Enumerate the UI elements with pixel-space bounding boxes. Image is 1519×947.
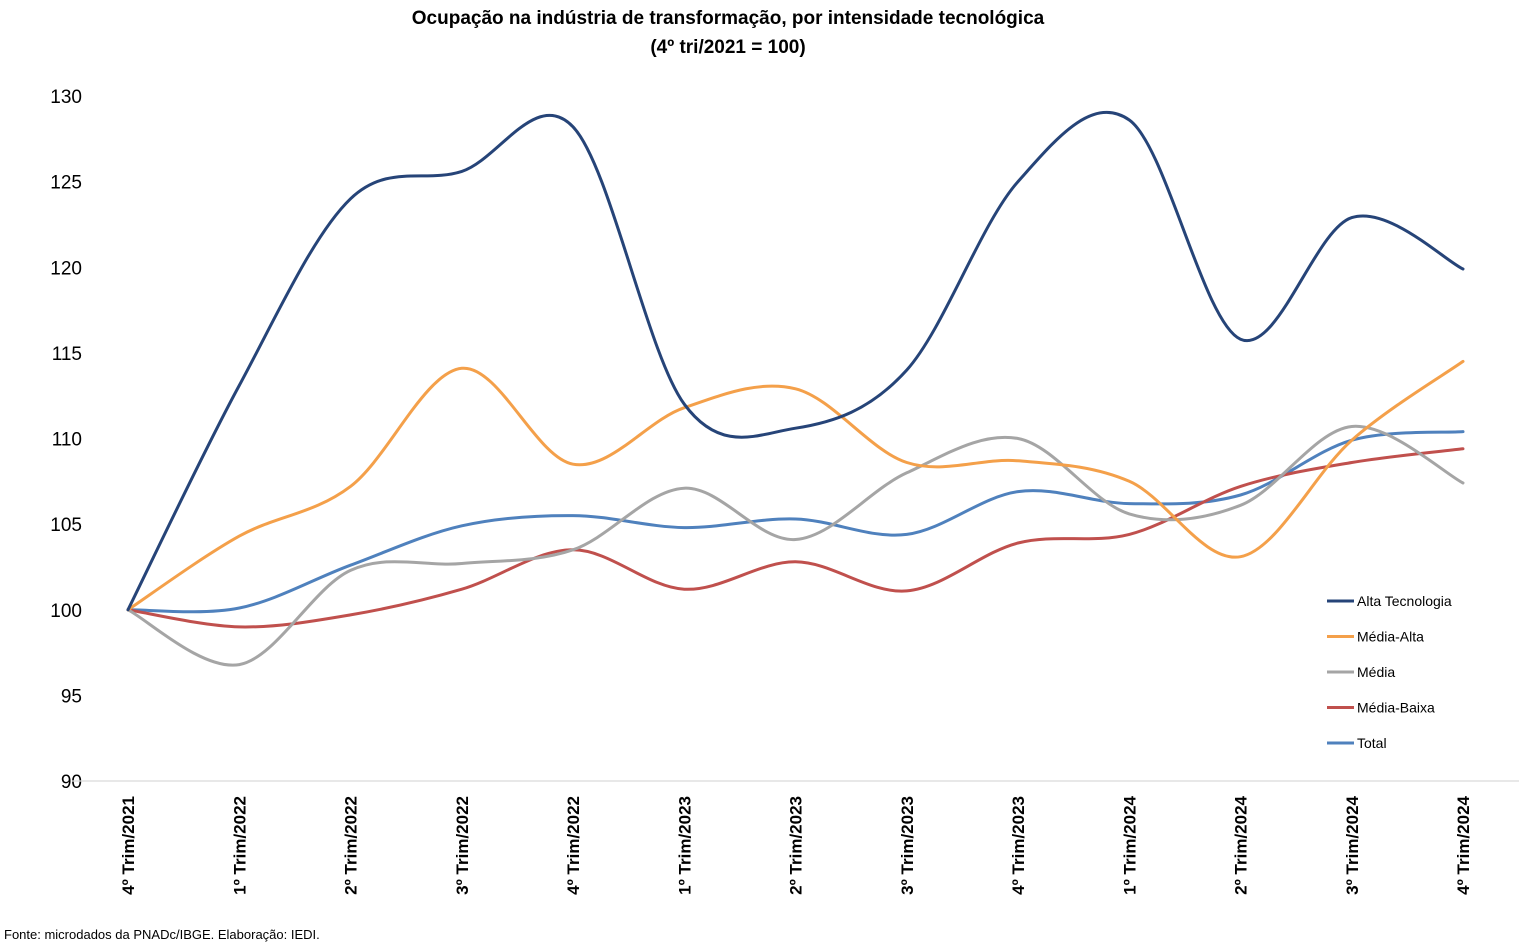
x-axis-tick-labels: 4º Trim/2021 1º Trim/2022 2º Trim/2022 3º T…: [119, 795, 1473, 894]
y-tick-label: 125: [50, 173, 82, 194]
legend-label: Total: [1357, 735, 1387, 751]
series-line-m-dia-baixa: [126, 447, 1465, 629]
y-tick-label: 100: [50, 601, 82, 622]
y-tick-label: 95: [61, 686, 82, 707]
x-tick-label: 4º Trim/2024: [1454, 795, 1473, 894]
legend-label: Média-Alta: [1357, 629, 1424, 645]
series-line-alta-tecnologia: [126, 110, 1465, 612]
legend-label: Média: [1357, 664, 1395, 680]
chart-title: Ocupação na indústria de transformação, …: [412, 8, 1045, 29]
y-tick-label: 105: [50, 515, 82, 536]
x-tick-label: 3º Trim/2022: [453, 796, 472, 895]
x-tick-label: 3º Trim/2024: [1343, 795, 1362, 894]
x-tick-label: 4º Trim/2021: [119, 796, 138, 895]
x-tick-label: 1º Trim/2022: [230, 796, 249, 895]
y-tick-label: 90: [61, 772, 82, 793]
series-line-total: [126, 430, 1465, 614]
x-tick-label: 4º Trim/2022: [564, 796, 583, 895]
y-tick-label: 115: [52, 344, 82, 365]
series-line-m-dia-alta: [126, 359, 1465, 612]
y-tick-label: 130: [50, 87, 82, 108]
x-tick-label: 4º Trim/2023: [1009, 796, 1028, 895]
x-tick-label: 1º Trim/2024: [1120, 795, 1139, 894]
series-lines: [126, 110, 1465, 667]
x-tick-label: 1º Trim/2023: [675, 796, 694, 895]
y-axis-tick-labels: 90 95 100 105 110 115 120 125 130: [50, 87, 82, 793]
x-tick-label: 2º Trim/2023: [787, 796, 806, 895]
legend-label: Alta Tecnologia: [1357, 593, 1452, 609]
source-note: Fonte: microdados da PNADc/IBGE. Elabora…: [4, 927, 320, 942]
legend: Alta Tecnologia Média-Alta Média Média-Baix…: [1327, 593, 1452, 751]
x-tick-label: 2º Trim/2024: [1232, 795, 1251, 894]
y-tick-label: 110: [52, 430, 82, 451]
x-tick-label: 2º Trim/2022: [342, 796, 361, 895]
legend-label: Média-Baixa: [1357, 700, 1435, 716]
chart-subtitle: (4º tri/2021 = 100): [650, 37, 805, 58]
x-tick-label: 3º Trim/2023: [898, 796, 917, 895]
series-line-m-dia: [126, 424, 1465, 667]
y-tick-label: 120: [50, 258, 82, 279]
